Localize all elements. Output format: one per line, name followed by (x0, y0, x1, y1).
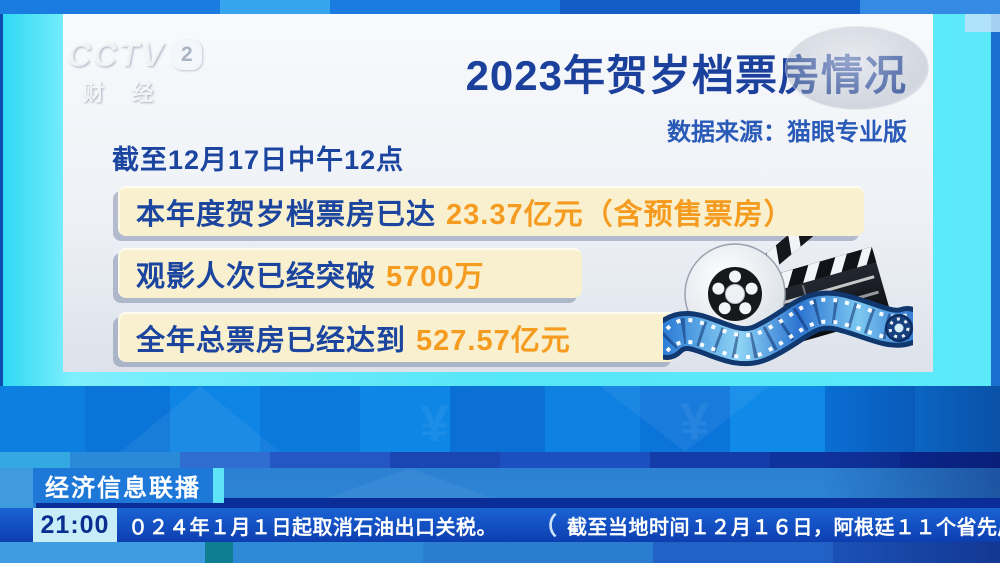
stat-value: 5700万 (386, 261, 485, 293)
mosaic-tile (900, 452, 1000, 468)
mosaic-tile (0, 542, 205, 563)
stat-label: 全年总票房已经达到 (136, 325, 407, 357)
top-strip-decoration (0, 0, 1000, 14)
stat-box-admissions: 观影人次已经突破 5700万 (118, 248, 582, 298)
mosaic-tile (85, 386, 170, 452)
mosaic-tile (825, 386, 915, 452)
cctv-logo-text: CCTV (67, 36, 165, 73)
cctv-finance-label: 财经 (83, 82, 181, 105)
mosaic-tile (423, 542, 653, 563)
program-name: 经济信息联播 (45, 475, 201, 502)
mosaic-tile (500, 452, 650, 468)
mosaic-tile (640, 386, 730, 452)
infographic-panel: CCTV 2 财经 2023年贺岁档票房情况 数据来源：猫眼专业版 截至12月1… (63, 14, 933, 372)
mosaic-tile (220, 0, 330, 14)
mosaic-tile (170, 386, 260, 452)
ticker-top-bar (36, 498, 1000, 509)
mosaic-tile (965, 14, 1000, 32)
stat-value: 23.37亿元（含预售票房） (446, 199, 794, 231)
mosaic-tile (260, 386, 360, 452)
mosaic-tile (915, 386, 1000, 452)
mosaic-tile (560, 0, 860, 14)
stat-box-holiday-box-office: 本年度贺岁档票房已达 23.37亿元（含预售票房） (118, 186, 864, 236)
label-stripe-decoration (213, 468, 224, 503)
stat-label: 本年度贺岁档票房已达 (136, 199, 437, 231)
mosaic-tile (270, 452, 390, 468)
currency-watermark: ¥ (680, 393, 709, 451)
ticker-item: ０２４年１月１日起取消石油出口关税。 (128, 516, 497, 539)
mosaic-tile (730, 386, 825, 452)
filmstrip-icon (663, 290, 913, 367)
data-source: 数据来源：猫眼专业版 (667, 119, 907, 146)
mosaic-tile (860, 0, 1000, 14)
stat-label: 观影人次已经突破 (136, 261, 377, 293)
program-label: 经济信息联播 (33, 468, 224, 503)
channel-number-badge: 2 (171, 40, 202, 70)
currency-watermark: ¥ (420, 395, 449, 453)
station-watermark (785, 26, 929, 110)
mosaic-tile (360, 386, 450, 452)
mosaic-tile (233, 542, 423, 563)
edge-sliver-decoration (0, 14, 3, 386)
mosaic-tile (770, 452, 900, 468)
mosaic-tile (70, 452, 180, 468)
mosaic-tile (0, 452, 70, 468)
mosaic-tile (450, 386, 545, 452)
broadcast-time: 21:00 (33, 508, 117, 542)
mosaic-tile (653, 542, 833, 563)
stat-value: 527.57亿元 (416, 325, 571, 357)
news-ticker: 21:00 ０２４年１月１日起取消石油出口关税。 （ 截至当地时间１２月１６日，… (0, 508, 1000, 542)
cctv2-watermark: CCTV 2 财经 (67, 36, 202, 107)
mosaic-tile (650, 452, 770, 468)
mosaic-tile (545, 386, 640, 452)
ticker-text: ０２４年１月１日起取消石油出口关税。 （ 截至当地时间１２月１６日，阿根廷１１个… (128, 508, 1000, 542)
mosaic-tile (390, 452, 500, 468)
as-of-date: 截至12月17日中午12点 (112, 145, 405, 175)
film-reel-clapperboard-graphic (663, 236, 913, 367)
mosaic-tile (180, 452, 270, 468)
quote-crescent-icon: （ (533, 512, 557, 540)
mosaic-tile (0, 386, 85, 452)
stat-box-annual-box-office: 全年总票房已经达到 527.57亿元 (118, 312, 676, 362)
mosaic-tile (205, 542, 233, 563)
ticker-item: 截至当地时间１２月１６日，阿根廷１１个省先后宣 (567, 516, 1000, 539)
mosaic-tile (833, 542, 1000, 563)
